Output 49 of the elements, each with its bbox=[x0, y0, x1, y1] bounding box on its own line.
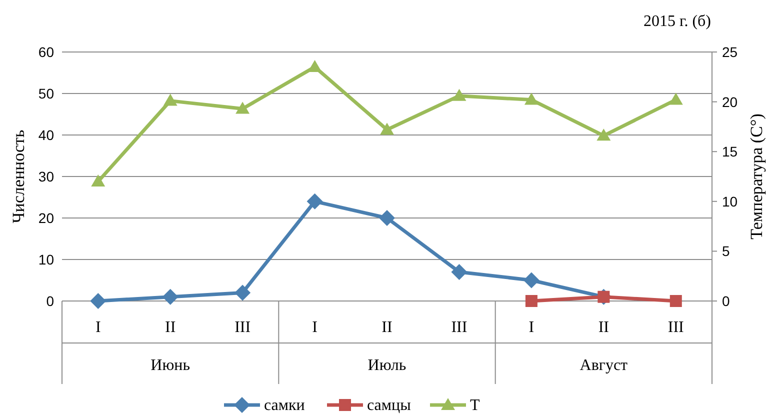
point bbox=[670, 295, 682, 307]
y-tick-label: 40 bbox=[38, 127, 54, 143]
point bbox=[596, 128, 611, 141]
y2-tick-label: 10 bbox=[722, 193, 738, 210]
point bbox=[452, 88, 466, 101]
legend-label: самцы bbox=[367, 397, 412, 414]
x-tick-label: III bbox=[234, 319, 251, 336]
y2-tick-label: 5 bbox=[722, 243, 730, 260]
point bbox=[525, 295, 538, 307]
point bbox=[91, 174, 106, 186]
point bbox=[523, 272, 540, 288]
x-tick-label: I bbox=[95, 319, 101, 336]
y2-axis-title: Температура (С°) bbox=[747, 114, 766, 240]
point bbox=[163, 94, 178, 106]
y2-tick-label: 0 bbox=[722, 293, 730, 309]
y2-tick-label: 20 bbox=[722, 94, 738, 110]
x-tick-label: II bbox=[382, 319, 392, 336]
y-tick-label: 60 bbox=[38, 44, 54, 60]
text: Июль bbox=[368, 357, 406, 374]
x-tick-label: III bbox=[451, 319, 468, 336]
y-tick-label: 0 bbox=[46, 293, 54, 309]
point bbox=[380, 122, 394, 135]
point bbox=[234, 284, 251, 301]
y-tick-label: 50 bbox=[38, 86, 54, 102]
point bbox=[306, 193, 323, 210]
chart-subtitle: 2015 г. (б) bbox=[643, 13, 711, 30]
point bbox=[90, 293, 106, 309]
text: Август bbox=[580, 357, 628, 374]
point bbox=[308, 60, 322, 72]
y-tick-label: 20 bbox=[38, 210, 54, 226]
x-tick-label: I bbox=[312, 319, 318, 336]
y-tick-label: 10 bbox=[38, 252, 54, 268]
point bbox=[524, 92, 538, 105]
y-axis-title: Численность bbox=[9, 129, 28, 224]
legend-label: T bbox=[470, 397, 480, 414]
point bbox=[379, 210, 395, 226]
text: Июнь bbox=[150, 357, 190, 374]
x-tick-label: III bbox=[668, 319, 684, 336]
y2-tick-label: 25 bbox=[722, 44, 738, 60]
point bbox=[236, 102, 250, 114]
y-tick-label: 30 bbox=[38, 168, 54, 184]
y2-tick-label: 15 bbox=[722, 144, 738, 160]
point bbox=[451, 264, 468, 280]
legend-label: самки bbox=[264, 397, 306, 414]
point bbox=[162, 288, 178, 305]
x-tick-label: II bbox=[598, 319, 609, 336]
point bbox=[668, 92, 683, 105]
x-tick-label: II bbox=[165, 319, 176, 336]
x-tick-label: I bbox=[528, 319, 534, 336]
